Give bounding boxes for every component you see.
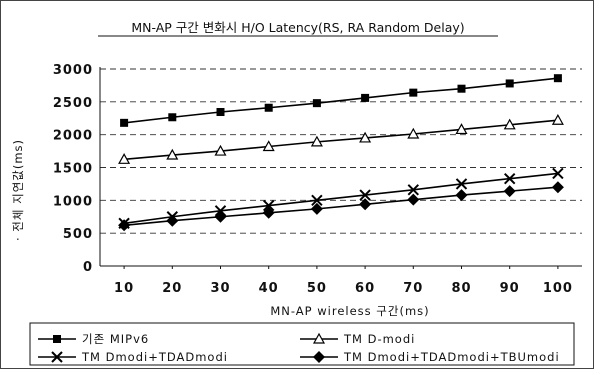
legend: 기존 MIPv6 TM D-modi TM Dmodi+TDADmodi TM Dmo… bbox=[38, 332, 560, 364]
legend-label: 기존 MIPv6 bbox=[82, 332, 149, 346]
data-point-square bbox=[505, 79, 514, 88]
y-tick-label: 1000 bbox=[53, 194, 93, 209]
data-point-x bbox=[262, 199, 275, 212]
data-point-triangle bbox=[503, 118, 516, 130]
y-tick-label: 1500 bbox=[53, 162, 93, 177]
x-tick-label: 90 bbox=[500, 281, 520, 296]
data-point-x bbox=[552, 167, 564, 180]
y-axis-label: · 전체 지연값(ms) bbox=[11, 139, 25, 241]
legend-entry-1: 기존 MIPv6 bbox=[38, 332, 149, 346]
series-1 bbox=[120, 74, 562, 127]
x-stroke bbox=[51, 351, 63, 363]
data-point-diamond bbox=[313, 351, 325, 363]
x-stroke bbox=[503, 172, 516, 185]
data-point-triangle bbox=[455, 123, 468, 135]
x-stroke bbox=[407, 184, 420, 196]
y-tick-label: 3000 bbox=[53, 63, 93, 78]
x-stroke bbox=[311, 194, 323, 207]
data-point-diamond bbox=[310, 202, 323, 215]
data-point-triangle bbox=[214, 144, 227, 156]
legend-box bbox=[29, 322, 575, 366]
data-point-diamond bbox=[551, 181, 564, 194]
x-tick-label: 50 bbox=[307, 281, 327, 296]
x-tick-label: 80 bbox=[451, 281, 471, 296]
x-tick-label: 20 bbox=[162, 281, 182, 296]
data-point-diamond bbox=[214, 210, 227, 223]
data-point-diamond bbox=[262, 206, 275, 219]
series-line bbox=[124, 186, 558, 227]
x-tick-labels: 10 20 30 40 50 60 70 80 90 100 bbox=[114, 281, 573, 296]
data-point-triangle bbox=[262, 140, 275, 152]
data-point-square bbox=[312, 99, 321, 108]
data-point-square bbox=[409, 88, 418, 97]
x-tick-label: 70 bbox=[403, 281, 423, 296]
data-point-square bbox=[553, 74, 562, 83]
series-line bbox=[123, 172, 558, 225]
data-point-diamond bbox=[503, 185, 516, 198]
data-point-diamond bbox=[166, 214, 179, 227]
data-point-square bbox=[53, 335, 61, 343]
data-point-triangle bbox=[359, 131, 372, 143]
x-tick-label: 100 bbox=[543, 281, 573, 296]
y-tick-label: 2000 bbox=[53, 129, 93, 144]
x-tick-label: 40 bbox=[259, 281, 279, 296]
data-point-square bbox=[457, 84, 466, 93]
x-stroke bbox=[455, 178, 468, 190]
legend-entry-3: TM Dmodi+TDADmodi bbox=[38, 350, 228, 364]
x-tick-label: 60 bbox=[355, 281, 375, 296]
data-point-triangle bbox=[310, 135, 323, 147]
axes bbox=[99, 67, 582, 269]
x-stroke bbox=[262, 199, 275, 212]
data-point-diamond bbox=[455, 189, 468, 202]
data-point-square bbox=[120, 118, 129, 127]
data-point-x bbox=[51, 351, 63, 363]
legend-entry-4: TM Dmodi+TDADmodi+TBUmodi bbox=[300, 350, 560, 364]
data-point-diamond bbox=[359, 198, 372, 211]
y-tick-label: 0 bbox=[83, 260, 93, 275]
x-stroke bbox=[359, 189, 371, 201]
legend-label: TM Dmodi+TDADmodi bbox=[81, 350, 228, 364]
series-4 bbox=[118, 181, 564, 232]
y-tick-label: 2500 bbox=[53, 96, 93, 111]
series-line bbox=[124, 77, 558, 124]
y-tick-labels: 0 500 1000 1500 2000 2500 3000 bbox=[53, 63, 93, 275]
legend-label: TM D-modi bbox=[343, 332, 415, 346]
series-line bbox=[124, 119, 558, 161]
x-stroke bbox=[552, 167, 564, 180]
data-point-diamond bbox=[118, 219, 131, 232]
data-point-triangle bbox=[407, 127, 420, 139]
data-point-x bbox=[503, 172, 516, 185]
x-axis-label: MN-AP wireless 구간(ms) bbox=[270, 304, 429, 318]
series-2 bbox=[118, 113, 564, 164]
x-tick-label: 30 bbox=[210, 281, 230, 296]
data-point-triangle bbox=[166, 148, 179, 160]
data-point-triangle bbox=[551, 113, 564, 125]
x-tick-label: 10 bbox=[114, 281, 134, 296]
chart-title: MN-AP 구간 변화시 H/O Latency(RS, RA Random D… bbox=[131, 20, 464, 35]
legend-entry-2: TM D-modi bbox=[300, 332, 415, 346]
data-point-diamond bbox=[407, 193, 420, 206]
data-point-square bbox=[361, 93, 370, 102]
data-point-square bbox=[216, 108, 225, 117]
data-point-triangle bbox=[312, 332, 326, 344]
data-point-x bbox=[455, 178, 468, 190]
data-point-triangle bbox=[118, 153, 131, 164]
series-layer bbox=[118, 74, 564, 232]
data-point-x bbox=[359, 189, 371, 201]
legend-label: TM Dmodi+TDADmodi+TBUmodi bbox=[343, 350, 560, 364]
data-point-square bbox=[168, 113, 177, 122]
data-point-x bbox=[311, 194, 323, 207]
data-point-square bbox=[264, 103, 273, 112]
grid bbox=[100, 68, 582, 234]
data-point-x bbox=[407, 184, 420, 196]
y-tick-label: 500 bbox=[63, 227, 93, 242]
